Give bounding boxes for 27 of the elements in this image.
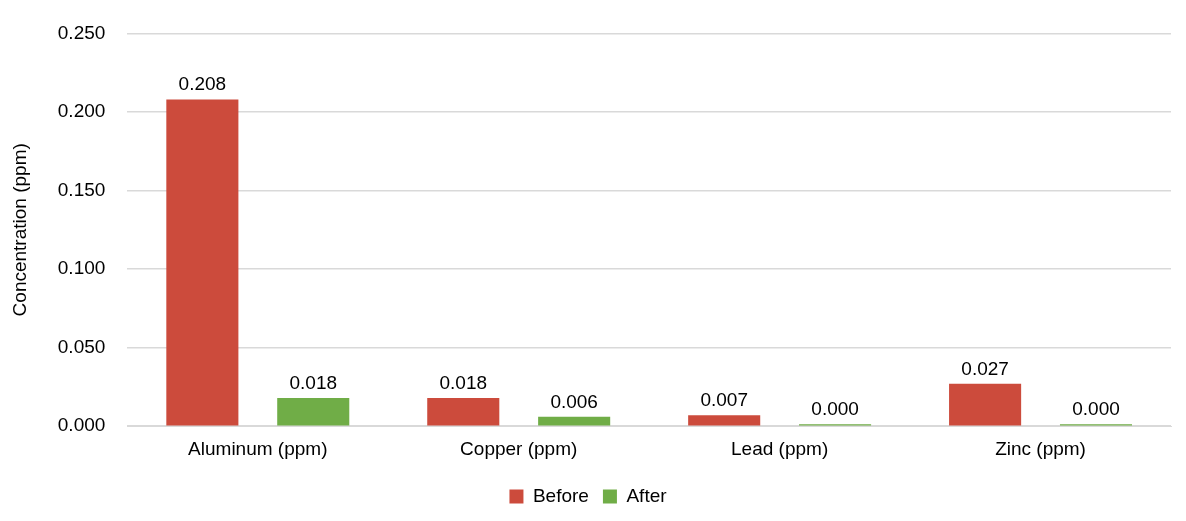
x-tick-label: Aluminum (ppm) xyxy=(188,437,328,459)
data-label: 0.027 xyxy=(961,357,1009,379)
y-tick-label: 0.000 xyxy=(57,414,106,436)
x-tick-label: Copper (ppm) xyxy=(460,437,578,459)
legend-label: After xyxy=(626,484,668,506)
bar xyxy=(949,383,1022,426)
data-label: 0.018 xyxy=(289,371,338,393)
bar xyxy=(166,99,239,426)
data-label: 0.000 xyxy=(1072,397,1120,419)
y-tick-label: 0.100 xyxy=(57,257,106,279)
y-axis-title: Concentration (ppm) xyxy=(8,143,30,317)
y-tick-label: 0.150 xyxy=(57,178,106,200)
data-label: 0.000 xyxy=(811,397,859,419)
y-tick-label: 0.250 xyxy=(57,21,106,43)
legend-label: Before xyxy=(532,484,589,506)
data-label: 0.018 xyxy=(439,371,488,393)
bar xyxy=(688,415,761,426)
bar xyxy=(427,397,500,426)
y-tick-label: 0.200 xyxy=(57,100,106,122)
data-label: 0.006 xyxy=(550,390,598,412)
y-tick-label: 0.050 xyxy=(57,335,106,357)
bar xyxy=(277,397,350,426)
x-tick-label: Zinc (ppm) xyxy=(995,437,1086,459)
bar xyxy=(538,416,611,426)
x-tick-label: Lead (ppm) xyxy=(731,437,829,459)
data-label: 0.208 xyxy=(178,73,227,95)
data-label: 0.007 xyxy=(700,388,748,410)
